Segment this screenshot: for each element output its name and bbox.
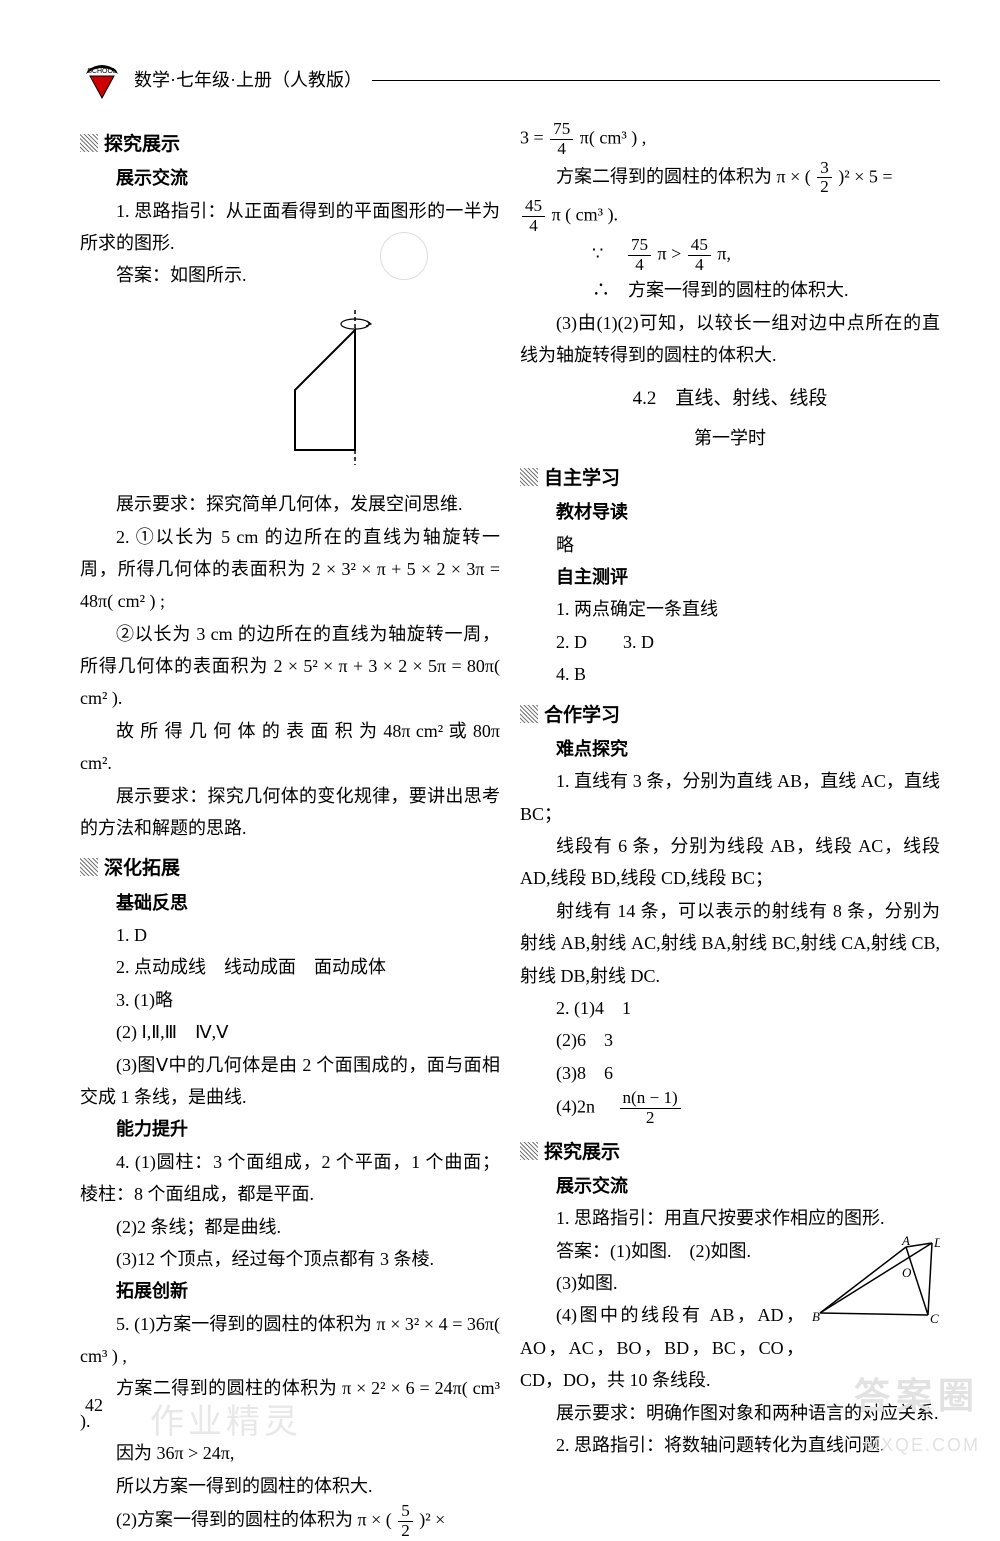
subheading: 展示交流 <box>520 1170 940 1202</box>
subheading: 能力提升 <box>80 1113 500 1145</box>
section-title-text: 深化拓展 <box>104 858 180 879</box>
subheading: 基础反思 <box>80 887 500 919</box>
left-column: 探究展示 展示交流 1. 思路指引：从正面看得到的平面图形的一半为所求的图形. … <box>80 120 500 1541</box>
text-fragment: π( cm³ ) , <box>580 127 646 147</box>
paragraph: 展示要求：探究简单几何体，发展空间思维. <box>80 488 500 520</box>
answer-line: 1. 两点确定一条直线 <box>520 593 940 625</box>
fraction: 454 <box>522 197 545 236</box>
text-fragment: 方案二得到的圆柱的体积为 π × <box>556 166 805 186</box>
subheading: 拓展创新 <box>80 1275 500 1307</box>
svg-text:SCHOOL: SCHOOL <box>87 68 117 75</box>
svg-text:C: C <box>930 1311 939 1325</box>
paragraph: 3 = 754 π( cm³ ) , <box>520 120 940 159</box>
answer-line: 5. (1)方案一得到的圆柱的体积为 π × 3² × 4 = 36π( cm³… <box>80 1308 500 1373</box>
text-fragment: π > <box>658 243 686 263</box>
section-深化拓展: 深化拓展 <box>80 852 500 886</box>
answer-line: (2)2 条线；都是曲线. <box>80 1211 500 1243</box>
fraction: n(n − 1)2 <box>620 1089 681 1128</box>
paragraph: 454 π ( cm³ ). <box>520 197 940 236</box>
lesson-title: 第一学时 <box>520 422 940 454</box>
svg-text:B: B <box>812 1309 820 1324</box>
watermark-zuoye: 作业精灵 <box>150 1392 302 1453</box>
answer-line: 2. 点动成线 线动成面 面动成体 <box>80 951 500 983</box>
section-探究展示: 探究展示 <box>80 128 500 162</box>
paragraph: 展示要求：探究几何体的变化规律，要讲出思考的方法和解题的思路. <box>80 780 500 845</box>
text-fragment: 3 = <box>520 127 548 147</box>
answer-line: (2)6 3 <box>520 1024 940 1056</box>
paragraph: 2. ①以长为 5 cm 的边所在的直线为轴旋转一周，所得几何体的表面积为 2 … <box>80 521 500 618</box>
paragraph: ∴ 方案一得到的圆柱的体积大. <box>520 274 940 306</box>
answer-line: 3. (1)略 <box>80 984 500 1016</box>
section-探究展示2: 探究展示 <box>520 1136 940 1170</box>
faint-stamp <box>380 232 428 280</box>
answer-line: 所以方案一得到的圆柱的体积大. <box>80 1470 500 1502</box>
text-fragment: ∵ <box>592 243 621 263</box>
fraction: 454 <box>688 236 711 275</box>
paragraph: 故 所 得 几 何 体 的 表 面 积 为 48π cm² 或 80π cm². <box>80 715 500 780</box>
section-自主学习: 自主学习 <box>520 462 940 496</box>
page-number: 42 <box>85 1389 103 1421</box>
fraction: 32 <box>817 159 832 198</box>
watermark-daanquan: 答案圈 MXQE.COM <box>854 1364 980 1461</box>
text-fragment: π ( cm³ ). <box>552 205 618 225</box>
rotation-figure <box>180 300 500 480</box>
answer-line: 1. 思路指引：用直尺按要求作相应的图形. <box>520 1202 940 1234</box>
answer-line: (4)2n n(n − 1)2 <box>520 1089 940 1128</box>
fraction: 754 <box>550 120 573 159</box>
line-segment-figure: A B C D O <box>810 1235 940 1335</box>
svg-text:O: O <box>902 1265 912 1280</box>
section-title-text: 自主学习 <box>544 468 620 489</box>
answer-line: 2. D 3. D <box>520 626 940 658</box>
paragraph: 答案：如图所示. <box>80 259 500 291</box>
answer-line: 射线有 14 条，可以表示的射线有 8 条，分别为射线 AB,射线 AC,射线 … <box>520 895 940 992</box>
answer-line: (2) Ⅰ,Ⅱ,Ⅲ Ⅳ,Ⅴ <box>80 1016 500 1048</box>
svg-text:A: A <box>901 1235 910 1248</box>
text-fragment: ² × 5 = <box>844 166 892 186</box>
answer-line: 2. (1)4 1 <box>520 992 940 1024</box>
text-fragment: π, <box>717 243 731 263</box>
text-fragment: (4)2n <box>556 1097 613 1117</box>
page-header: SCHOOL 数学·七年级·上册（人教版） <box>80 60 940 100</box>
subheading: 展示交流 <box>80 162 500 194</box>
subheading: 自主测评 <box>520 561 940 593</box>
paragraph: ∵ 754 π > 454 π, <box>520 236 940 275</box>
header-rule <box>372 80 940 81</box>
answer-line: 线段有 6 条，分别为线段 AB，线段 AC，线段 AD,线段 BD,线段 CD… <box>520 830 940 895</box>
watermark-line1: 答案圈 <box>854 1364 980 1429</box>
answer-line: (2)方案一得到的圆柱的体积为 π × ( 52 )² × <box>80 1502 500 1541</box>
fraction: 52 <box>398 1502 413 1541</box>
section-title-text: 探究展示 <box>104 134 180 155</box>
subheading: 教材导读 <box>520 496 940 528</box>
section-4-2-title: 4.2 直线、射线、线段 <box>520 382 940 416</box>
paragraph: 方案二得到的圆柱的体积为 π × ( 32 )² × 5 = <box>520 159 940 198</box>
school-logo: SCHOOL <box>80 60 124 100</box>
answer-line: 1. 直线有 3 条，分别为直线 AB，直线 AC，直线 BC； <box>520 765 940 830</box>
section-title-text: 合作学习 <box>544 705 620 726</box>
paragraph: (3)由(1)(2)可知，以较长一组对边中点所在的直线为轴旋转得到的圆柱的体积大… <box>520 307 940 372</box>
text-fragment: (2)方案一得到的圆柱的体积为 π × <box>116 1509 386 1529</box>
answer-line: 1. D <box>80 919 500 951</box>
answer-line: (3)12 个顶点，经过每个顶点都有 3 条棱. <box>80 1243 500 1275</box>
watermark-line2: MXQE.COM <box>854 1429 980 1461</box>
answer-line: 略 <box>520 529 940 561</box>
answer-line: (3)图Ⅴ中的几何体是由 2 个面围成的，面与面相交成 1 条线，是曲线. <box>80 1049 500 1114</box>
header-title: 数学·七年级·上册（人教版） <box>134 64 362 96</box>
subheading: 难点探究 <box>520 733 940 765</box>
section-合作学习: 合作学习 <box>520 699 940 733</box>
right-column: 3 = 754 π( cm³ ) , 方案二得到的圆柱的体积为 π × ( 32… <box>520 120 940 1541</box>
svg-text:D: D <box>933 1235 940 1250</box>
section-title-text: 探究展示 <box>544 1142 620 1163</box>
paragraph: 1. 思路指引：从正面看得到的平面图形的一半为所求的图形. <box>80 195 500 260</box>
answer-line: 4. (1)圆柱：3 个面组成，2 个平面，1 个曲面；棱柱：8 个面组成，都是… <box>80 1146 500 1211</box>
paragraph: ②以长为 3 cm 的边所在的直线为轴旋转一周，所得几何体的表面积为 2 × 5… <box>80 618 500 715</box>
answer-line: (3)8 6 <box>520 1057 940 1089</box>
text-fragment: ² × <box>425 1509 445 1529</box>
answer-line: 4. B <box>520 658 940 690</box>
fraction: 754 <box>628 236 651 275</box>
